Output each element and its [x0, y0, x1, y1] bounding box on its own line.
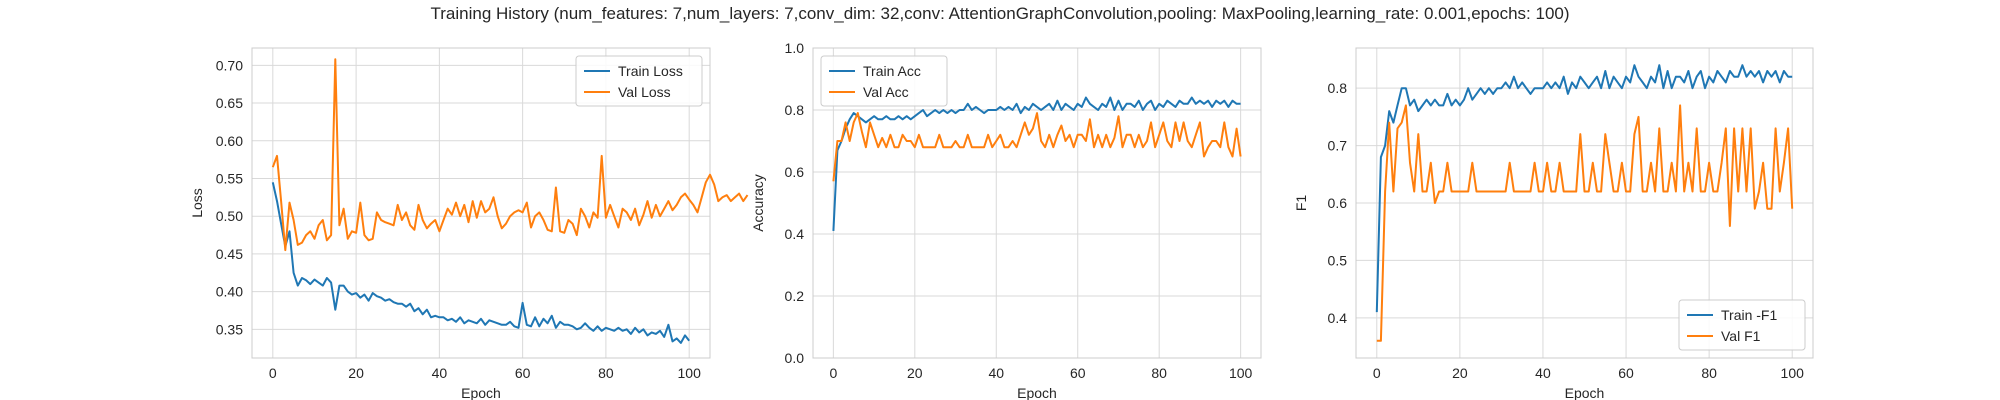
- y-tick-label: 0.45: [216, 246, 243, 262]
- y-tick-label: 1.0: [785, 40, 805, 56]
- y-tick-label: 0.4: [785, 226, 805, 242]
- y-tick-label: 0.6: [785, 164, 805, 180]
- y-axis-label: Accuracy: [750, 174, 766, 232]
- y-tick-label: 0.5: [1328, 252, 1348, 268]
- x-tick-label: 60: [1618, 365, 1634, 381]
- x-tick-label: 100: [1229, 365, 1253, 381]
- x-axis-label: Epoch: [1017, 385, 1057, 400]
- x-axis-label: Epoch: [461, 385, 501, 400]
- y-axis-label: Loss: [189, 188, 205, 218]
- y-tick-label: 0.55: [216, 170, 243, 186]
- plot-frame: [1355, 47, 1814, 359]
- x-tick-label: 80: [1701, 365, 1717, 381]
- x-tick-label: 80: [1151, 365, 1167, 381]
- series-line-val-acc: [832, 112, 1242, 182]
- x-tick-label: 60: [1070, 365, 1086, 381]
- x-tick-label: 60: [515, 365, 531, 381]
- y-tick-label: 0.65: [216, 95, 243, 111]
- figure-title: Training History (num_features: 7,num_la…: [430, 4, 1570, 23]
- x-tick-label: 20: [907, 365, 923, 381]
- y-tick-label: 0.8: [1328, 80, 1348, 96]
- legend-label: Train -F1: [1721, 307, 1777, 323]
- legend: Train -F1 Val F1: [1678, 299, 1806, 351]
- y-tick-label: 0.7: [1328, 138, 1348, 154]
- y-tick-label: 0.4: [1328, 310, 1348, 326]
- series-line-train-loss: [271, 182, 690, 344]
- x-tick-label: 20: [348, 365, 364, 381]
- y-tick-label: 0.35: [216, 321, 243, 337]
- series-line-val-f1: [1376, 104, 1794, 342]
- y-tick-label: 0.60: [216, 133, 243, 149]
- y-tick-label: 0.6: [1328, 195, 1348, 211]
- x-tick-label: 100: [678, 365, 702, 381]
- y-tick-label: 0.2: [785, 288, 805, 304]
- y-tick-label: 0.50: [216, 208, 243, 224]
- series-line-val-loss: [271, 58, 749, 252]
- legend-label: Val Acc: [863, 84, 909, 100]
- chart-panel-1: 0 20 40 60 80 100 0.35 0.40 0.45 0.50 0.55 0.60 0.65…: [189, 47, 749, 400]
- series-line-train-f1: [1375, 64, 1793, 313]
- legend-label: Train Loss: [618, 63, 683, 79]
- y-tick-label: 0.40: [216, 284, 243, 300]
- series-line-train-acc: [832, 96, 1241, 231]
- plot-frame: [812, 47, 1262, 359]
- x-tick-label: 0: [1373, 365, 1381, 381]
- x-tick-label: 40: [1535, 365, 1551, 381]
- legend-label: Train Acc: [863, 63, 921, 79]
- x-tick-label: 20: [1452, 365, 1468, 381]
- y-axis-label: F1: [1293, 195, 1309, 212]
- legend-label: Val F1: [1721, 328, 1761, 344]
- x-tick-label: 0: [829, 365, 837, 381]
- legend-box: [575, 55, 703, 107]
- x-tick-label: 80: [598, 365, 614, 381]
- legend: Train Loss Val Loss: [575, 55, 703, 107]
- chart-panel-2: 0 20 40 60 80 100 0.0 0.2 0.4 0.6 0.8 1.0 Epoch Accur…: [750, 40, 1262, 400]
- plot-frame: [251, 47, 711, 359]
- chart-panel-3: 0 20 40 60 80 100 0.4 0.5 0.6 0.7 0.8 Epoch F1 Train …: [1293, 47, 1814, 400]
- legend-label: Val Loss: [618, 84, 671, 100]
- x-axis-label: Epoch: [1565, 385, 1605, 400]
- x-tick-label: 0: [269, 365, 277, 381]
- x-tick-label: 100: [1781, 365, 1805, 381]
- x-tick-label: 40: [432, 365, 448, 381]
- y-tick-label: 0.8: [785, 102, 805, 118]
- legend: Train Acc Val Acc: [820, 55, 948, 107]
- y-tick-label: 0.70: [216, 57, 243, 73]
- x-tick-label: 40: [988, 365, 1004, 381]
- y-tick-label: 0.0: [785, 350, 805, 366]
- legend-box: [820, 55, 948, 107]
- legend-box: [1678, 299, 1806, 351]
